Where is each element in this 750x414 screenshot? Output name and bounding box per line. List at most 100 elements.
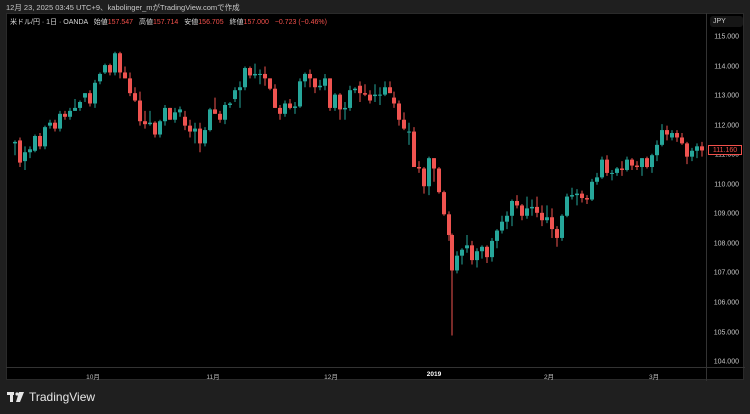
candle-body — [700, 146, 704, 151]
candle-body — [253, 73, 257, 76]
candle-body — [198, 128, 202, 144]
candle-body — [565, 196, 569, 216]
change-value: −0.723 (−0.46%) — [274, 19, 327, 26]
candle-body — [158, 121, 162, 135]
candle-body — [495, 230, 499, 241]
candle-body — [303, 73, 307, 82]
candle-body — [585, 198, 589, 200]
open-label: 始値 — [93, 19, 108, 26]
candle-body — [63, 113, 67, 117]
candle-body — [525, 208, 529, 216]
price-tick-label: 114.000 — [714, 63, 739, 71]
candle-body — [665, 130, 669, 135]
candle-body — [348, 90, 352, 108]
candle-body — [580, 193, 584, 199]
candle-body — [485, 246, 489, 258]
candle-body — [630, 159, 634, 166]
candle-body — [460, 249, 464, 256]
candle-body — [338, 94, 342, 110]
candle-body — [163, 107, 167, 122]
candle-body — [243, 68, 247, 88]
candle-body — [113, 53, 117, 73]
candle-body — [178, 109, 182, 113]
currency-button[interactable]: JPY — [710, 16, 743, 27]
candle-body — [293, 106, 297, 108]
candle-body — [625, 159, 629, 170]
price-tick-label: 113.000 — [714, 92, 739, 100]
candle-body — [545, 217, 549, 221]
candle-body — [520, 205, 524, 216]
candle-body — [417, 167, 421, 169]
time-tick-label: 2月 — [543, 374, 555, 381]
candle-body — [610, 172, 614, 174]
candle-body — [248, 68, 252, 76]
time-tick-label: 10月 — [86, 374, 100, 381]
candle-body — [402, 119, 406, 129]
candle-body — [378, 94, 382, 96]
candle-body — [148, 122, 152, 125]
close-value: 157.000 — [243, 19, 269, 26]
candle-body — [18, 140, 22, 163]
candle-body — [308, 73, 312, 79]
candle-body — [128, 78, 132, 94]
candle-body — [437, 168, 441, 193]
candle-body — [228, 103, 232, 105]
candle-body — [118, 53, 122, 73]
price-tick-label: 106.000 — [713, 299, 739, 307]
candle-body — [43, 127, 47, 147]
close-label: 終値 — [229, 19, 244, 26]
candle-body — [465, 245, 469, 249]
price-axis[interactable]: JPY 115.000114.000113.000112.000111.0001… — [706, 13, 745, 367]
time-axis[interactable]: 10月 11月 12月 2019 2月 3月 — [6, 367, 706, 381]
candle-body — [328, 78, 332, 108]
candle-body — [38, 135, 42, 147]
candle-body — [650, 155, 654, 168]
candle-body — [333, 94, 337, 108]
brand-name: TradingView — [29, 390, 96, 404]
low-label: 安値 — [184, 19, 199, 26]
candle-body — [422, 168, 426, 187]
candle-body — [88, 93, 92, 104]
candle-body — [258, 73, 262, 75]
candle-body — [353, 88, 357, 91]
axis-corner — [706, 367, 745, 381]
candle-body — [412, 131, 416, 168]
candle-body — [203, 130, 207, 144]
price-tick-label: 109.000 — [713, 210, 739, 218]
candle-body — [560, 215, 564, 238]
candle-body — [600, 159, 604, 178]
chart-frame — [6, 13, 744, 380]
candle-body — [73, 107, 77, 111]
candle-body — [645, 158, 649, 168]
time-tick-label: 12月 — [324, 374, 338, 381]
candlestick-plot[interactable] — [6, 13, 706, 367]
symbol-label[interactable]: 米ドル/円 · 1日 · OANDA — [10, 19, 88, 26]
candle-body — [595, 177, 599, 182]
chart-caption: 12月 23, 2025 03:45 UTC+9、kabolinger_mがTr… — [6, 3, 240, 12]
candle-body — [98, 73, 102, 82]
candle-body — [103, 65, 107, 73]
candle-body — [278, 107, 282, 114]
candle-body — [273, 88, 277, 108]
candle-body — [480, 246, 484, 252]
candle-body — [675, 133, 679, 138]
candle-body — [640, 158, 644, 168]
chart-legend: 米ドル/円 · 1日 · OANDA 始値157.547 高値157.714 安… — [10, 17, 327, 27]
candle-body — [550, 217, 554, 230]
candle-body — [323, 78, 327, 86]
candle-body — [298, 81, 302, 107]
candle-body — [193, 128, 197, 132]
price-tick-label: 115.000 — [714, 33, 739, 41]
candle-body — [138, 100, 142, 122]
candle-body — [475, 251, 479, 261]
candle-body — [68, 110, 72, 117]
candle-body — [392, 97, 396, 104]
candle-body — [168, 107, 172, 120]
candle-body — [208, 109, 212, 131]
candle-body — [432, 158, 436, 169]
price-tick-label: 110.000 — [714, 181, 739, 189]
candle-body — [427, 158, 431, 187]
candle-body — [505, 215, 509, 222]
candle-body — [283, 103, 287, 114]
candle-body — [555, 229, 559, 238]
